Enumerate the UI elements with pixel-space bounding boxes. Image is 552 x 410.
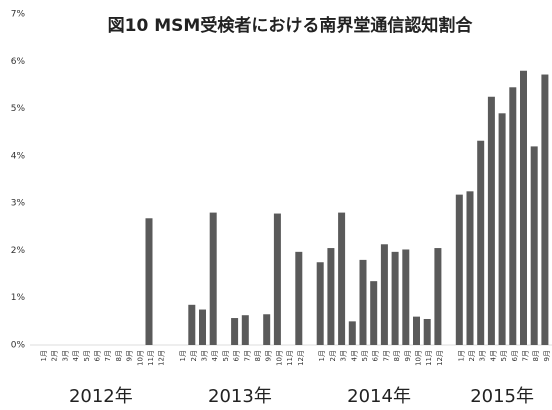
x-tick-label: 5月: [222, 350, 230, 361]
x-tick-label: 1月: [318, 350, 326, 361]
y-tick-label: 0%: [11, 341, 26, 351]
x-tick-label: 4月: [72, 350, 80, 361]
x-tick-label: 9月: [265, 350, 273, 361]
y-tick-label: 7%: [11, 10, 26, 20]
x-tick-label: 12月: [297, 350, 305, 366]
x-tick-label: 9月: [126, 350, 134, 361]
bar: [338, 212, 346, 345]
bar: [541, 74, 549, 346]
bar: [199, 309, 206, 345]
x-tick-label: 3月: [201, 350, 209, 361]
year-label: 2012年: [69, 386, 133, 407]
x-tick-label: 2月: [329, 350, 337, 361]
bar: [402, 249, 410, 345]
x-tick-label: 3月: [479, 350, 487, 361]
x-tick-label: 2月: [51, 350, 59, 361]
x-tick-label: 7月: [382, 350, 390, 361]
bar: [209, 212, 217, 345]
x-tick-label: 4月: [211, 350, 219, 361]
bar: [498, 113, 506, 345]
bar: [188, 304, 196, 345]
x-tick-label: 5月: [500, 350, 508, 361]
x-tick-label: 11月: [425, 350, 433, 366]
x-tick-label: 5月: [361, 350, 369, 361]
bar: [487, 96, 495, 345]
bar: [241, 315, 249, 345]
y-tick-label: 6%: [11, 57, 26, 67]
x-tick-label: 5月: [83, 350, 91, 361]
x-tick-label: 7月: [104, 350, 112, 361]
x-tick-label: 10月: [275, 350, 283, 366]
x-tick-label: 3月: [340, 350, 348, 361]
x-tick-label: 3月: [61, 350, 69, 361]
bar: [327, 248, 335, 345]
x-tick-label: 2月: [468, 350, 476, 361]
x-tick-label: 1月: [40, 350, 48, 361]
x-tick-label: 10月: [415, 350, 423, 366]
x-tick-label: 7月: [243, 350, 251, 361]
x-tick-label: 10月: [136, 350, 144, 366]
bar: [423, 318, 431, 345]
x-tick-label: 7月: [522, 350, 530, 361]
bar: [466, 191, 474, 345]
x-tick-label: 6月: [511, 350, 519, 361]
bar: [145, 218, 153, 345]
x-tick-label: 8月: [115, 350, 123, 361]
x-tick-label: 12月: [436, 350, 444, 366]
bar: [231, 318, 239, 345]
x-tick-label: 2月: [190, 350, 198, 361]
bar: [530, 146, 538, 345]
y-tick-label: 1%: [11, 293, 26, 303]
x-tick-label: 1月: [457, 350, 465, 361]
bar: [263, 314, 271, 345]
x-tick-label: 9月: [404, 350, 412, 361]
bar: [434, 248, 442, 345]
year-label: 2013年: [208, 386, 272, 407]
bar: [413, 316, 420, 345]
x-tick-label: 6月: [372, 350, 380, 361]
x-tick-label: 12月: [158, 350, 166, 366]
x-tick-label: 4月: [350, 350, 358, 361]
x-tick-label: 8月: [254, 350, 262, 361]
bar: [380, 244, 388, 345]
bar: [509, 87, 517, 346]
bar: [477, 140, 485, 345]
bar: [391, 251, 399, 345]
x-tick-label: 11月: [286, 350, 294, 366]
bar: [273, 213, 281, 345]
x-tick-label: 8月: [532, 350, 540, 361]
bar: [370, 281, 378, 345]
y-tick-label: 2%: [11, 246, 26, 256]
y-tick-label: 5%: [11, 104, 26, 114]
bar: [520, 70, 527, 345]
bar: [295, 251, 303, 345]
x-tick-label: 9月: [543, 350, 551, 361]
chart-title: 図10 MSM受検者における南界堂通信認知割合: [108, 15, 474, 36]
year-label: 2014年: [347, 386, 411, 407]
bar: [316, 262, 324, 345]
x-tick-label: 6月: [233, 350, 241, 361]
y-tick-label: 3%: [11, 199, 26, 209]
bar: [455, 194, 463, 345]
year-label: 2015年: [470, 386, 534, 407]
x-tick-label: 1月: [179, 350, 187, 361]
bar: [359, 259, 367, 345]
x-tick-label: 6月: [94, 350, 102, 361]
y-tick-label: 4%: [11, 151, 26, 161]
x-tick-label: 11月: [147, 350, 155, 366]
bar: [348, 321, 356, 345]
x-tick-label: 4月: [489, 350, 497, 361]
x-tick-label: 8月: [393, 350, 401, 361]
